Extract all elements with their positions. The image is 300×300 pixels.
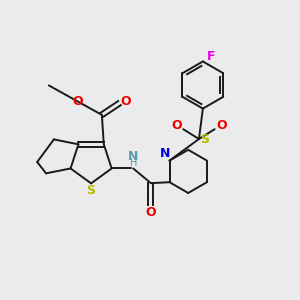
Text: N: N [128, 150, 138, 163]
Text: S: S [200, 133, 209, 146]
Text: S: S [87, 184, 96, 197]
Text: O: O [146, 206, 156, 219]
Text: H: H [130, 158, 137, 168]
Text: F: F [206, 50, 215, 63]
Text: O: O [171, 119, 182, 132]
Text: O: O [216, 119, 227, 132]
Text: O: O [72, 94, 83, 108]
Text: O: O [120, 94, 131, 108]
Text: N: N [159, 147, 170, 160]
